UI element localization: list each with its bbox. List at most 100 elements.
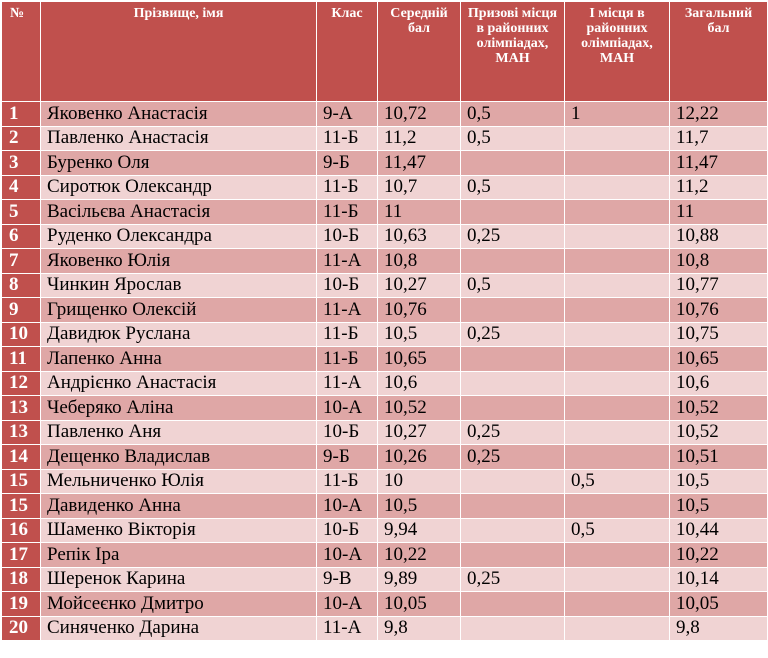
row-number: 8 (1, 272, 41, 298)
first-places-score (564, 297, 670, 323)
student-name: Мойсеєнко Дмитро (40, 591, 317, 617)
total-score: 10,76 (669, 297, 768, 323)
table-row: 17 Репік Іра 10-А 10,22 10,22 (1, 542, 768, 568)
row-number: 7 (1, 248, 41, 274)
class-cell: 11-А (316, 297, 378, 323)
first-places-score (564, 346, 670, 372)
student-name: Руденко Олександра (40, 223, 317, 249)
class-cell: 11-Б (316, 199, 378, 225)
average-score: 9,94 (377, 517, 461, 543)
average-score: 10 (377, 468, 461, 494)
row-number: 3 (1, 150, 41, 176)
class-cell: 10-А (316, 395, 378, 421)
first-places-score (564, 493, 670, 519)
header-average-score: Середній бал (377, 1, 461, 102)
row-number: 11 (1, 346, 41, 372)
row-number: 13 (1, 395, 41, 421)
row-number: 13 (1, 419, 41, 445)
total-score: 11,7 (669, 125, 768, 151)
class-cell: 11-А (316, 370, 378, 396)
student-name: Андрієнко Анастасія (40, 370, 317, 396)
table-row: 13 Павленко Аня 10-Б 10,27 0,25 10,52 (1, 419, 768, 445)
table-row: 18 Шеренок Карина 9-В 9,89 0,25 10,14 (1, 566, 768, 592)
total-score: 9,8 (669, 615, 768, 641)
prize-places-score (460, 615, 565, 641)
student-name: Синяченко Дарина (40, 615, 317, 641)
table-row: 9 Грищенко Олексій 11-А 10,76 10,76 (1, 297, 768, 323)
class-cell: 9-Б (316, 150, 378, 176)
student-name: Павленко Аня (40, 419, 317, 445)
average-score: 10,5 (377, 493, 461, 519)
class-cell: 10-А (316, 542, 378, 568)
student-name: Яковенко Юлія (40, 248, 317, 274)
average-score: 11 (377, 199, 461, 225)
row-number: 15 (1, 468, 41, 494)
class-cell: 11-А (316, 615, 378, 641)
student-name: Шеренок Карина (40, 566, 317, 592)
table-header: № Прізвище, імя Клас Середній бал Призов… (1, 1, 768, 102)
student-name: Чеберяко Аліна (40, 395, 317, 421)
row-number: 6 (1, 223, 41, 249)
prize-places-score (460, 468, 565, 494)
row-number: 5 (1, 199, 41, 225)
first-places-score: 0,5 (564, 517, 670, 543)
average-score: 10,8 (377, 248, 461, 274)
total-score: 11,2 (669, 174, 768, 200)
average-score: 11,47 (377, 150, 461, 176)
row-number: 2 (1, 125, 41, 151)
student-name: Павленко Анастасія (40, 125, 317, 151)
prize-places-score (460, 370, 565, 396)
prize-places-score: 0,25 (460, 321, 565, 347)
first-places-score (564, 566, 670, 592)
average-score: 11,2 (377, 125, 461, 151)
class-cell: 11-Б (316, 321, 378, 347)
total-score: 10,77 (669, 272, 768, 298)
row-number: 4 (1, 174, 41, 200)
prize-places-score: 0,5 (460, 101, 565, 127)
prize-places-score (460, 591, 565, 617)
total-score: 10,05 (669, 591, 768, 617)
total-score: 12,22 (669, 101, 768, 127)
table-row: 15 Давиденко Анна 10-А 10,5 10,5 (1, 493, 768, 519)
row-number: 9 (1, 297, 41, 323)
class-cell: 10-А (316, 591, 378, 617)
table-row: 16 Шаменко Вікторія 10-Б 9,94 0,5 10,44 (1, 517, 768, 543)
row-number: 10 (1, 321, 41, 347)
prize-places-score: 0,5 (460, 174, 565, 200)
total-score: 10,88 (669, 223, 768, 249)
row-number: 20 (1, 615, 41, 641)
first-places-score (564, 419, 670, 445)
student-name: Репік Іра (40, 542, 317, 568)
total-score: 10,52 (669, 419, 768, 445)
average-score: 10,72 (377, 101, 461, 127)
table-row: 1 Яковенко Анастасія 9-А 10,72 0,5 1 12,22 (1, 101, 768, 127)
table-row: 7 Яковенко Юлія 11-А 10,8 10,8 (1, 248, 768, 274)
first-places-score (564, 395, 670, 421)
total-score: 10,51 (669, 444, 768, 470)
total-score: 10,65 (669, 346, 768, 372)
class-cell: 10-Б (316, 517, 378, 543)
average-score: 10,27 (377, 419, 461, 445)
table-row: 13 Чеберяко Аліна 10-А 10,52 10,52 (1, 395, 768, 421)
class-cell: 11-Б (316, 174, 378, 200)
student-name: Буренко Оля (40, 150, 317, 176)
class-cell: 9-В (316, 566, 378, 592)
student-name: Шаменко Вікторія (40, 517, 317, 543)
class-cell: 11-Б (316, 346, 378, 372)
first-places-score (564, 174, 670, 200)
average-score: 10,52 (377, 395, 461, 421)
class-cell: 9-А (316, 101, 378, 127)
table-row: 5 Васільєва Анастасія 11-Б 11 11 (1, 199, 768, 225)
average-score: 10,22 (377, 542, 461, 568)
average-score: 10,5 (377, 321, 461, 347)
first-places-score (564, 272, 670, 298)
class-cell: 10-А (316, 493, 378, 519)
row-number: 17 (1, 542, 41, 568)
prize-places-score: 0,25 (460, 444, 565, 470)
header-class: Клас (316, 1, 378, 102)
average-score: 10,63 (377, 223, 461, 249)
class-cell: 9-Б (316, 444, 378, 470)
table-row: 12 Андрієнко Анастасія 11-А 10,6 10,6 (1, 370, 768, 396)
first-places-score (564, 223, 670, 249)
prize-places-score: 0,5 (460, 125, 565, 151)
